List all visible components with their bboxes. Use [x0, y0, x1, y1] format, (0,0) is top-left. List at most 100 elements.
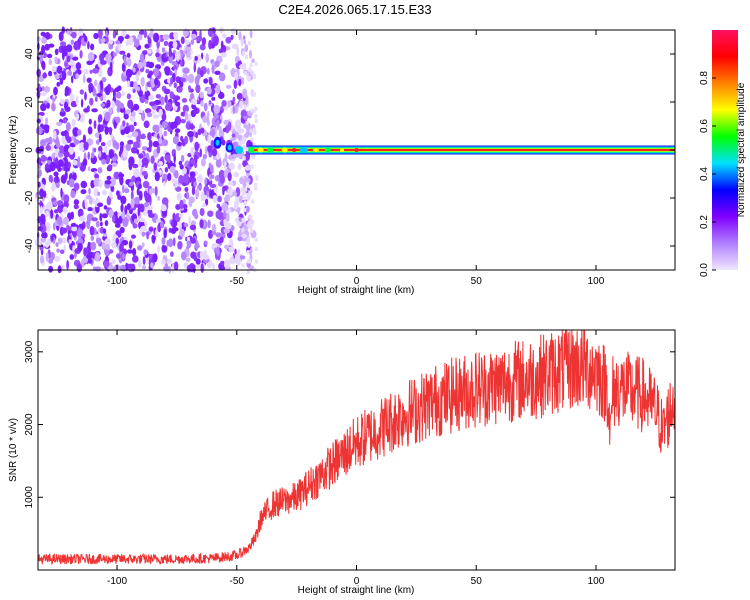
- spectrogram-noise-dot: [159, 127, 163, 138]
- spectrogram-noise-dot: [86, 77, 92, 83]
- spectrogram-noise-dot: [83, 247, 87, 257]
- spectrogram-noise-dot: [42, 124, 50, 131]
- spectrogram-noise-dot: [196, 73, 201, 80]
- spectrogram-noise-dot: [87, 41, 90, 50]
- spectrogram-noise-dot: [190, 158, 196, 165]
- snr-y-tick-label: 1000: [24, 486, 35, 509]
- spectrogram-noise-dot: [200, 158, 206, 167]
- spectrogram-noise-dot: [167, 156, 171, 164]
- spectrogram-noise-dot: [211, 96, 216, 101]
- spectrogram-noise-dot: [189, 124, 195, 130]
- spectrogram-noise-dot: [238, 100, 244, 109]
- spectrogram-noise-dot: [122, 149, 128, 158]
- spectrogram-x-tick-label: 0: [354, 276, 360, 287]
- spectrogram-noise-dot: [199, 148, 202, 158]
- spectrogram-noise-dot: [230, 28, 236, 35]
- spectrogram-noise-dot: [103, 260, 110, 268]
- spectrogram-noise-dot: [223, 228, 231, 234]
- spectrogram-noise-dot: [112, 30, 116, 39]
- snr-series-line: [37, 329, 676, 566]
- spectrogram-noise-dot: [84, 91, 87, 101]
- spectrogram-noise-dot: [247, 76, 251, 80]
- spectrogram-noise-dot: [253, 130, 257, 135]
- spectrogram-noise-dot: [222, 185, 228, 192]
- spectrogram-noise-dot: [231, 43, 239, 50]
- spectrogram-noise-dot: [180, 60, 183, 67]
- spectrogram-noise-dot: [137, 245, 143, 251]
- spectrogram-noise-dot: [233, 200, 238, 211]
- spectrogram-noise-dot: [194, 141, 199, 152]
- spectrogram-noise-dot: [138, 217, 146, 223]
- carrier-blob: [248, 147, 255, 153]
- spectrogram-noise-dot: [206, 67, 210, 75]
- spectrogram-noise-dot: [128, 181, 134, 187]
- spectrogram-noise-dot: [92, 67, 99, 74]
- spectrogram-noise-dot: [131, 146, 138, 154]
- spectrogram-noise-dot: [147, 61, 155, 69]
- spectrogram-noise-dot: [173, 261, 179, 271]
- spectrogram-noise-dot: [205, 53, 209, 63]
- spectrogram-noise-dot: [136, 86, 141, 91]
- spectrogram-noise-dot: [215, 158, 222, 168]
- spectrogram-noise-dot: [208, 39, 213, 50]
- spectrogram-noise-dot: [180, 135, 184, 142]
- spectrogram-noise-dot: [172, 41, 178, 49]
- spectrogram-noise-dot: [97, 167, 103, 174]
- spectrogram-noise-dot: [246, 250, 250, 255]
- spectrogram-noise-dot: [160, 220, 164, 228]
- spectrogram-noise-dot: [71, 75, 74, 84]
- spectrogram-noise-dot: [126, 80, 130, 87]
- spectrogram-noise-dot: [228, 186, 233, 197]
- spectrogram-x-tick-label: 50: [471, 276, 483, 287]
- spectrogram-noise-dot: [238, 128, 245, 134]
- spectrogram-noise-dot: [227, 154, 233, 160]
- spectrogram-noise-dot: [86, 60, 93, 66]
- spectrogram-noise-dot: [241, 233, 248, 239]
- snr-y-label: SNR (10 * v/v): [8, 418, 19, 482]
- spectrogram-noise-dot: [69, 225, 73, 232]
- spectrogram-noise-dot: [137, 109, 144, 114]
- spectrogram-noise-dot: [210, 139, 215, 149]
- spectrogram-noise-dot: [146, 112, 153, 118]
- spectrogram-noise-dot: [196, 174, 204, 184]
- spectrogram-noise-dot: [132, 248, 137, 256]
- spectrogram-noise-dot: [181, 167, 187, 175]
- spectrogram-noise-dot: [225, 222, 232, 230]
- spectrogram-noise-dot: [60, 249, 65, 255]
- colorbar-tick-label: 0.8: [699, 71, 710, 85]
- spectrogram-noise-dot: [135, 74, 140, 82]
- spectrogram-noise-dot: [66, 224, 70, 231]
- spectrogram-noise-dot: [137, 33, 143, 41]
- spectrogram-noise-dot: [224, 244, 230, 249]
- spectrogram-noise-dot: [101, 213, 108, 219]
- spectrogram-noise-dot: [181, 251, 187, 261]
- spectrogram-noise-dot: [109, 191, 113, 199]
- spectrogram-noise-dot: [177, 87, 183, 93]
- spectrogram-noise-dot: [233, 79, 238, 89]
- spectrogram-noise-dot: [124, 188, 130, 194]
- spectrogram-noise-dot: [206, 190, 209, 197]
- spectrogram-noise-dot: [122, 184, 125, 194]
- spectrogram-noise-dot: [137, 260, 142, 268]
- spectrogram-noise-dot: [154, 171, 160, 182]
- spectrogram-noise-dot: [83, 35, 88, 43]
- spectrogram-noise-dot: [238, 78, 242, 87]
- spectrogram-noise-dot: [136, 149, 140, 155]
- spectrogram-noise-dot: [41, 85, 45, 92]
- spectrogram-noise-dot: [144, 108, 152, 114]
- spectrogram-noise-dot: [79, 50, 83, 59]
- spectrogram-noise-dot: [173, 82, 177, 89]
- spectrogram-noise-dot: [185, 51, 191, 58]
- spectrogram-noise-dot: [97, 191, 100, 196]
- spectrogram-noise-marks: [35, 26, 259, 274]
- spectrogram-noise-dot: [41, 60, 46, 69]
- spectrogram-noise-dot: [178, 174, 185, 184]
- spectrogram-noise-dot: [160, 204, 167, 212]
- spectrogram-noise-dot: [254, 237, 258, 242]
- spectrogram-noise-dot: [155, 228, 159, 239]
- spectrogram-noise-dot: [163, 265, 170, 272]
- spectrogram-noise-dot: [82, 134, 86, 144]
- spectrogram-noise-dot: [98, 179, 103, 188]
- spectrogram-noise-dot: [90, 168, 98, 173]
- spectrogram-noise-dot: [97, 83, 101, 93]
